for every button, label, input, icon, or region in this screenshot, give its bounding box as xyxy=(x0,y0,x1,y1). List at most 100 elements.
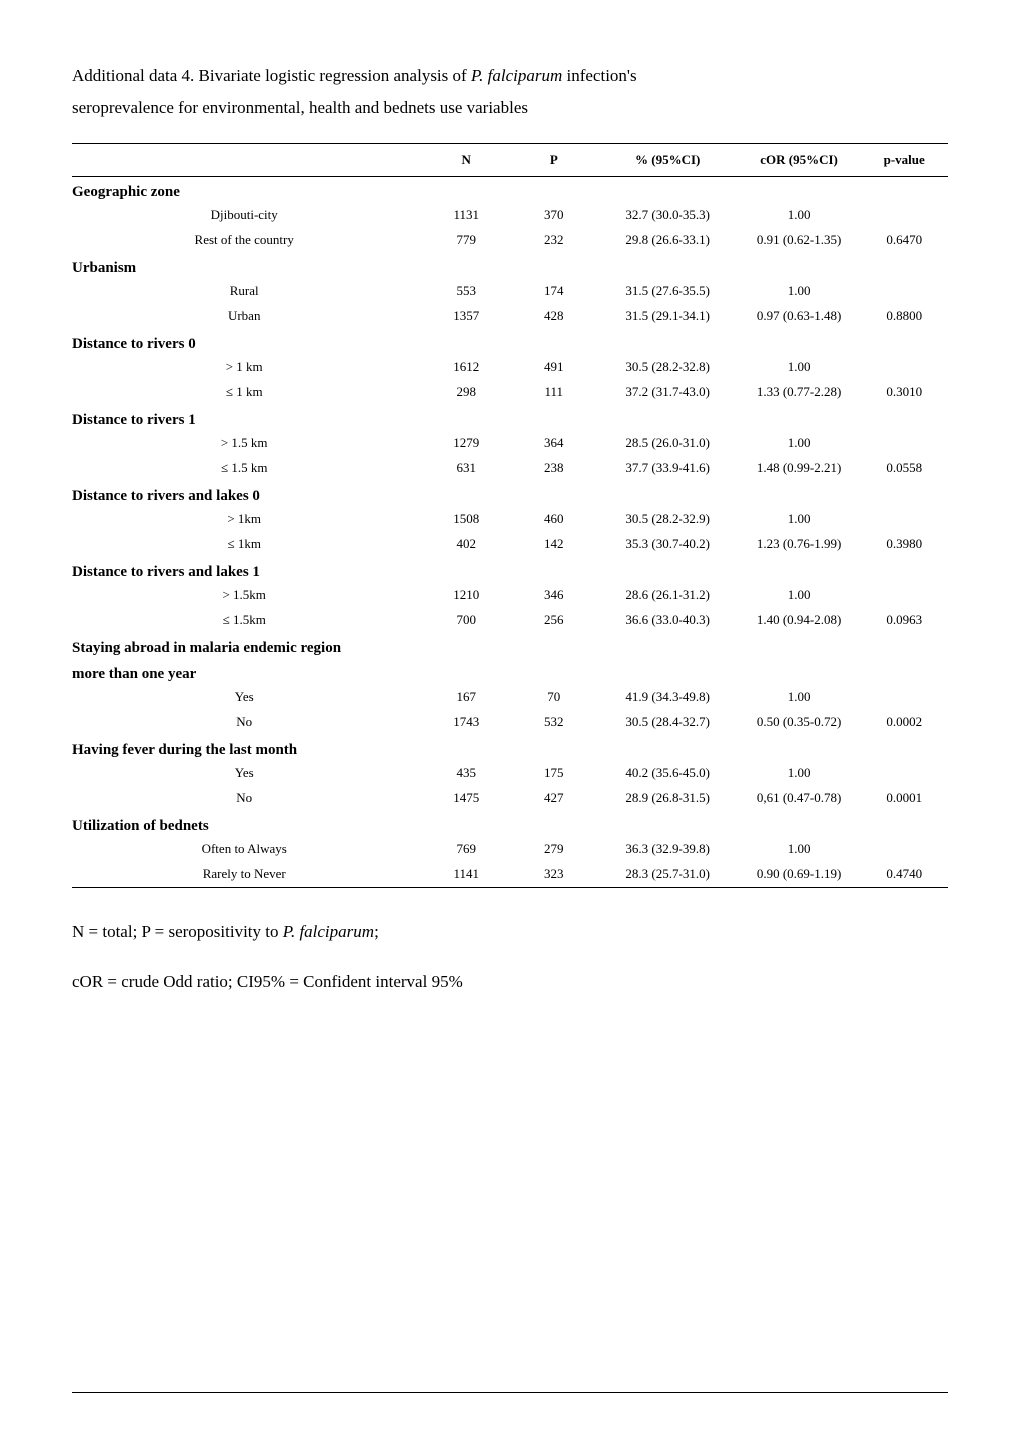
row-n: 402 xyxy=(422,532,510,557)
row-pval: 0.0963 xyxy=(860,608,948,633)
row-pval: 0.3010 xyxy=(860,380,948,405)
table-row: ≤ 1.5km70025636.6 (33.0-40.3)1.40 (0.94-… xyxy=(72,608,948,633)
row-cor: 0.90 (0.69-1.19) xyxy=(738,862,861,888)
row-n: 1508 xyxy=(422,507,510,532)
row-pct: 40.2 (35.6-45.0) xyxy=(598,761,738,786)
row-label: ≤ 1.5km xyxy=(72,608,422,633)
row-pct: 36.3 (32.9-39.8) xyxy=(598,837,738,862)
row-pval: 0.6470 xyxy=(860,228,948,253)
row-p: 428 xyxy=(510,304,598,329)
footnote-1: N = total; P = seropositivity to P. falc… xyxy=(72,916,948,948)
row-pct: 31.5 (29.1-34.1) xyxy=(598,304,738,329)
row-pct: 29.8 (26.6-33.1) xyxy=(598,228,738,253)
section-title-row: Distance to rivers 0 xyxy=(72,329,948,355)
row-pval xyxy=(860,203,948,228)
row-p: 346 xyxy=(510,583,598,608)
row-pct: 28.6 (26.1-31.2) xyxy=(598,583,738,608)
row-label: > 1.5 km xyxy=(72,431,422,456)
table-row: Yes43517540.2 (35.6-45.0)1.00 xyxy=(72,761,948,786)
section-title-row-2: more than one year xyxy=(72,659,948,685)
row-n: 1612 xyxy=(422,355,510,380)
row-label: ≤ 1 km xyxy=(72,380,422,405)
row-p: 142 xyxy=(510,532,598,557)
row-n: 1141 xyxy=(422,862,510,888)
row-pct: 28.9 (26.8-31.5) xyxy=(598,786,738,811)
row-n: 1743 xyxy=(422,710,510,735)
footnote1-a: N = total; P = seropositivity to xyxy=(72,922,283,941)
section-title-2: more than one year xyxy=(72,659,948,685)
footnote1-b: P. falciparum xyxy=(283,922,374,941)
row-label: > 1km xyxy=(72,507,422,532)
row-pval xyxy=(860,685,948,710)
row-cor: 1.00 xyxy=(738,279,861,304)
row-n: 298 xyxy=(422,380,510,405)
row-pct: 30.5 (28.2-32.9) xyxy=(598,507,738,532)
row-n: 435 xyxy=(422,761,510,786)
table-row: No147542728.9 (26.8-31.5)0,61 (0.47-0.78… xyxy=(72,786,948,811)
footnotes: N = total; P = seropositivity to P. falc… xyxy=(72,916,948,999)
row-pct: 35.3 (30.7-40.2) xyxy=(598,532,738,557)
table-row: ≤ 1.5 km63123837.7 (33.9-41.6)1.48 (0.99… xyxy=(72,456,948,481)
row-label: ≤ 1km xyxy=(72,532,422,557)
row-p: 460 xyxy=(510,507,598,532)
row-label: Rest of the country xyxy=(72,228,422,253)
section-title: Distance to rivers and lakes 0 xyxy=(72,481,948,507)
page-footer-rule xyxy=(72,1392,948,1393)
row-pval: 0.3980 xyxy=(860,532,948,557)
row-n: 1279 xyxy=(422,431,510,456)
header-pval: p-value xyxy=(860,143,948,176)
section-title: Having fever during the last month xyxy=(72,735,948,761)
section-title-row: Utilization of bednets xyxy=(72,811,948,837)
row-cor: 1.48 (0.99-2.21) xyxy=(738,456,861,481)
intro-text-a: Additional data 4. Bivariate logistic re… xyxy=(72,66,471,85)
section-title-row: Distance to rivers and lakes 0 xyxy=(72,481,948,507)
row-label: Rural xyxy=(72,279,422,304)
row-pval: 0.0002 xyxy=(860,710,948,735)
row-pval xyxy=(860,431,948,456)
table-row: No174353230.5 (28.4-32.7)0.50 (0.35-0.72… xyxy=(72,710,948,735)
section-title-row: Urbanism xyxy=(72,253,948,279)
section-title-row: Distance to rivers and lakes 1 xyxy=(72,557,948,583)
section-title: Urbanism xyxy=(72,253,948,279)
row-cor: 1.00 xyxy=(738,507,861,532)
table-row: ≤ 1 km29811137.2 (31.7-43.0)1.33 (0.77-2… xyxy=(72,380,948,405)
section-title: Staying abroad in malaria endemic region xyxy=(72,633,948,659)
row-pct: 32.7 (30.0-35.3) xyxy=(598,203,738,228)
intro-text-b: P. falciparum xyxy=(471,66,562,85)
row-n: 1131 xyxy=(422,203,510,228)
row-cor: 1.00 xyxy=(738,583,861,608)
row-pval xyxy=(860,355,948,380)
table-row: Urban135742831.5 (29.1-34.1)0.97 (0.63-1… xyxy=(72,304,948,329)
intro-text-c: infection's xyxy=(562,66,636,85)
row-label: Urban xyxy=(72,304,422,329)
row-cor: 0.91 (0.62-1.35) xyxy=(738,228,861,253)
header-p: P xyxy=(510,143,598,176)
row-pval xyxy=(860,507,948,532)
header-cor: cOR (95%CI) xyxy=(738,143,861,176)
header-n: N xyxy=(422,143,510,176)
table-row: ≤ 1km40214235.3 (30.7-40.2)1.23 (0.76-1.… xyxy=(72,532,948,557)
row-pct: 41.9 (34.3-49.8) xyxy=(598,685,738,710)
table-row: > 1.5km121034628.6 (26.1-31.2)1.00 xyxy=(72,583,948,608)
row-cor: 1.00 xyxy=(738,837,861,862)
row-cor: 0,61 (0.47-0.78) xyxy=(738,786,861,811)
row-p: 370 xyxy=(510,203,598,228)
row-pval xyxy=(860,583,948,608)
table-row: > 1 km161249130.5 (28.2-32.8)1.00 xyxy=(72,355,948,380)
table-row: > 1.5 km127936428.5 (26.0-31.0)1.00 xyxy=(72,431,948,456)
row-n: 1210 xyxy=(422,583,510,608)
table-body: Geographic zoneDjibouti-city113137032.7 … xyxy=(72,176,948,887)
row-cor: 0.97 (0.63-1.48) xyxy=(738,304,861,329)
row-p: 323 xyxy=(510,862,598,888)
row-label: Rarely to Never xyxy=(72,862,422,888)
row-p: 256 xyxy=(510,608,598,633)
row-pct: 28.5 (26.0-31.0) xyxy=(598,431,738,456)
table-row: Rest of the country77923229.8 (26.6-33.1… xyxy=(72,228,948,253)
row-cor: 1.40 (0.94-2.08) xyxy=(738,608,861,633)
row-n: 1475 xyxy=(422,786,510,811)
section-title: Utilization of bednets xyxy=(72,811,948,837)
row-label: Djibouti-city xyxy=(72,203,422,228)
section-title: Distance to rivers 0 xyxy=(72,329,948,355)
row-n: 167 xyxy=(422,685,510,710)
row-pct: 30.5 (28.4-32.7) xyxy=(598,710,738,735)
